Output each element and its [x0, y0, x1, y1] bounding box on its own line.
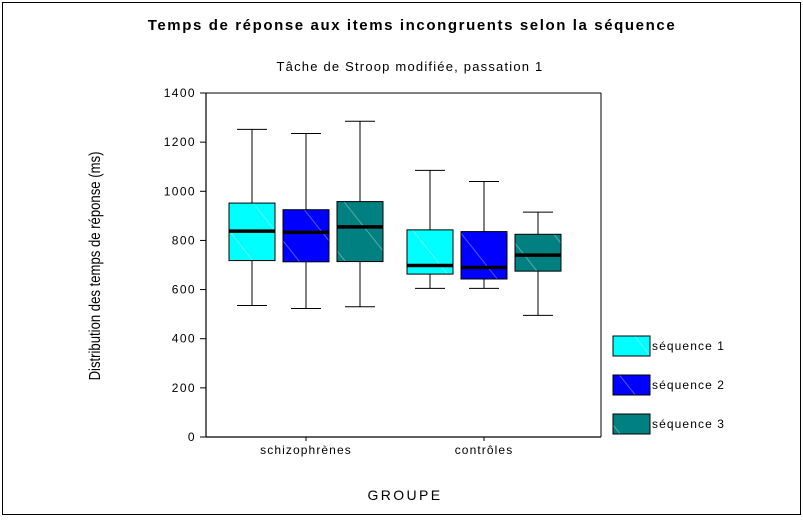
chart-border — [2, 2, 801, 515]
box-1 — [406, 229, 454, 275]
y-tick-label: 400 — [172, 332, 196, 346]
legend-swatch-1 — [612, 335, 651, 357]
y-axis-label: Distribution des temps de réponse (ms) — [87, 152, 104, 381]
box-2 — [460, 231, 508, 280]
legend-label-2: séquence 2 — [652, 378, 725, 392]
legend-label-1: séquence 1 — [652, 339, 725, 353]
y-tick-label: 1200 — [164, 135, 196, 149]
box-3 — [336, 201, 384, 263]
chart-subtitle: Tâche de Stroop modifiée, passation 1 — [277, 59, 544, 74]
y-tick-label: 1400 — [164, 86, 196, 100]
y-tick-label: 1000 — [164, 184, 196, 198]
y-tick-label: 600 — [172, 283, 196, 297]
legend-label-3: séquence 3 — [652, 417, 725, 431]
legend-swatch-3 — [612, 413, 651, 435]
chart-title: Temps de réponse aux items incongruents … — [148, 17, 677, 34]
y-tick-label: 0 — [188, 430, 196, 444]
x-axis-label: GROUPE — [367, 487, 442, 503]
y-tick-label: 200 — [172, 381, 196, 395]
plot-area: 0 200 400 600 800 1000 1200 1400 schizophrènes co… — [164, 86, 602, 457]
box-3 — [514, 233, 562, 272]
box-2 — [282, 209, 330, 263]
legend: séquence 1 séquence 2 séquence 3 — [612, 335, 725, 435]
x-category-label: schizophrènes — [260, 443, 352, 457]
x-category-label: contrôles — [455, 443, 514, 457]
legend-swatch-2 — [612, 374, 651, 396]
y-tick-label: 800 — [172, 233, 196, 247]
